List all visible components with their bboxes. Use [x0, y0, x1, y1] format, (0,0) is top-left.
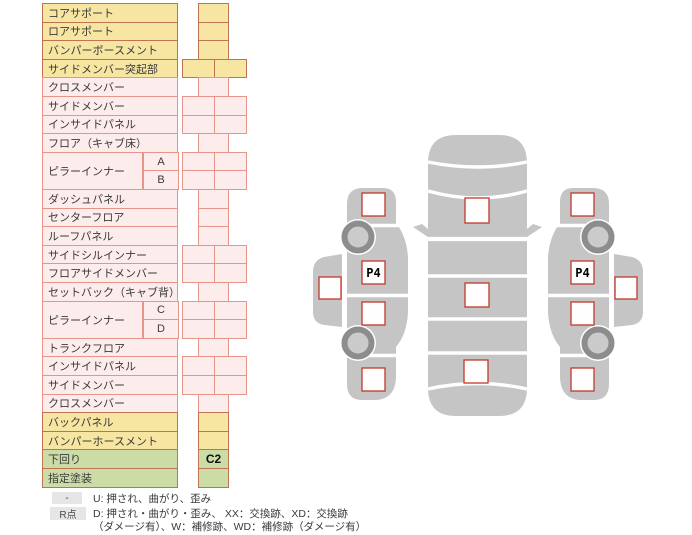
damage-cell[interactable]: [182, 356, 215, 376]
damage-cell[interactable]: [214, 170, 247, 190]
part-label: インサイドパネル: [42, 114, 178, 135]
part-sublabel-A: A: [143, 151, 179, 172]
part-label: サイドメンバー突起部: [42, 58, 178, 79]
part-label: フロアサイドメンバー: [42, 263, 178, 283]
damage-cell[interactable]: [198, 40, 229, 60]
legend-text-d: D: 押され・曲がり・歪み、 XX：交換跡、XD：交換跡: [93, 508, 348, 520]
right-p4-label: P4: [575, 266, 589, 280]
damage-cell[interactable]: [214, 356, 247, 376]
part-label: ロアサポート: [42, 21, 178, 42]
damage-cell[interactable]: [182, 58, 215, 79]
car-side-view-left: [313, 188, 409, 400]
damage-cell[interactable]: [182, 244, 215, 265]
damage-cell[interactable]: [214, 151, 247, 172]
damage-cell[interactable]: [198, 77, 229, 97]
part-label: クロスメンバー: [42, 393, 178, 414]
part-label: セットバック（キャブ背）: [42, 282, 178, 302]
marker-left-rear-fender[interactable]: [361, 367, 386, 392]
damage-cell[interactable]: [182, 170, 215, 190]
front-wheel-icon: [341, 220, 375, 254]
damage-cell[interactable]: C2: [198, 449, 229, 469]
part-sublabel-B: B: [143, 170, 179, 190]
part-label: フロア（キャブ床）: [42, 133, 178, 153]
damage-cell[interactable]: [214, 319, 247, 339]
part-label: コアサポート: [42, 3, 178, 23]
damage-cell[interactable]: [182, 114, 215, 135]
damage-cell[interactable]: [198, 3, 229, 23]
damage-cell[interactable]: [198, 226, 229, 246]
damage-cell[interactable]: [198, 337, 229, 358]
part-label: バンパーボースメント: [42, 40, 178, 60]
marker-center-roof[interactable]: [464, 282, 490, 308]
damage-cell[interactable]: [198, 393, 229, 414]
marker-right-front-fender[interactable]: [570, 192, 595, 217]
marker-left-sill[interactable]: [318, 276, 342, 300]
damage-cell[interactable]: [214, 375, 247, 395]
damage-cell[interactable]: [214, 244, 247, 265]
damage-cell[interactable]: [182, 300, 215, 321]
marker-left-rear-door[interactable]: [361, 301, 386, 326]
marker-right-sill[interactable]: [614, 276, 638, 300]
damage-cell[interactable]: [182, 96, 215, 116]
marker-left-front-fender[interactable]: [361, 192, 386, 217]
damage-cell[interactable]: [198, 282, 229, 302]
rear-wheel-icon: [341, 326, 375, 360]
part-label: サイドメンバー: [42, 375, 178, 395]
damage-cell[interactable]: [198, 412, 229, 432]
damage-cell[interactable]: [214, 300, 247, 321]
damage-cell[interactable]: [182, 375, 215, 395]
damage-cell[interactable]: [198, 21, 229, 42]
left-p4-label: P4: [366, 266, 380, 280]
damage-cell[interactable]: [198, 189, 229, 209]
marker-center-front[interactable]: [464, 197, 490, 224]
part-label: サイドメンバー: [42, 96, 178, 116]
damage-cell[interactable]: [214, 263, 247, 283]
left-mirror-icon: [413, 224, 428, 237]
marker-right-front-door[interactable]: [570, 260, 595, 285]
part-label: バックパネル: [42, 412, 178, 432]
part-label: クロスメンバー: [42, 77, 178, 97]
part-label: 下回り: [42, 449, 178, 469]
part-label: サイドシルインナー: [42, 244, 178, 265]
part-label: トランクフロア: [42, 337, 178, 358]
right-mirror-icon: [527, 224, 542, 237]
part-label: ピラーインナー: [42, 300, 143, 339]
damage-cell[interactable]: [198, 133, 229, 153]
part-label: ダッシュパネル: [42, 189, 178, 209]
part-sublabel-C: C: [143, 300, 179, 321]
part-label: センターフロア: [42, 207, 178, 228]
part-label: インサイドパネル: [42, 356, 178, 376]
damage-cell[interactable]: [214, 96, 247, 116]
legend-badge-rten: R点: [50, 507, 86, 521]
legend-badge-dash: -: [52, 492, 82, 504]
damage-cell[interactable]: [182, 319, 215, 339]
damage-cell[interactable]: [198, 207, 229, 228]
marker-left-front-door[interactable]: [361, 260, 386, 285]
damage-table: コアサポート ロアサポート バンパーボースメント サイドメンバー突起部 クロスメンバーサ…: [42, 0, 292, 495]
part-label: バンパーホースメント: [42, 430, 178, 451]
part-label: 指定塗装: [42, 468, 178, 488]
part-label: ピラーインナー: [42, 151, 143, 190]
legend-text-u: U: 押され、曲がり、歪み: [93, 493, 212, 505]
marker-center-rear[interactable]: [463, 359, 489, 384]
damage-cell[interactable]: [198, 430, 229, 451]
car-diagram: P4 P4: [313, 135, 660, 416]
legend-text-d2: （ダメージ有）、W：補修跡、WD：補修跡（ダメージ有）: [93, 521, 367, 533]
damage-cell[interactable]: [214, 114, 247, 135]
damage-cell[interactable]: [198, 468, 229, 488]
marker-right-rear-door[interactable]: [570, 301, 595, 326]
damage-cell[interactable]: [214, 58, 247, 79]
damage-cell[interactable]: [182, 263, 215, 283]
damage-cell[interactable]: [182, 151, 215, 172]
marker-right-rear-fender[interactable]: [570, 367, 595, 392]
part-sublabel-D: D: [143, 319, 179, 339]
part-label: ルーフパネル: [42, 226, 178, 246]
